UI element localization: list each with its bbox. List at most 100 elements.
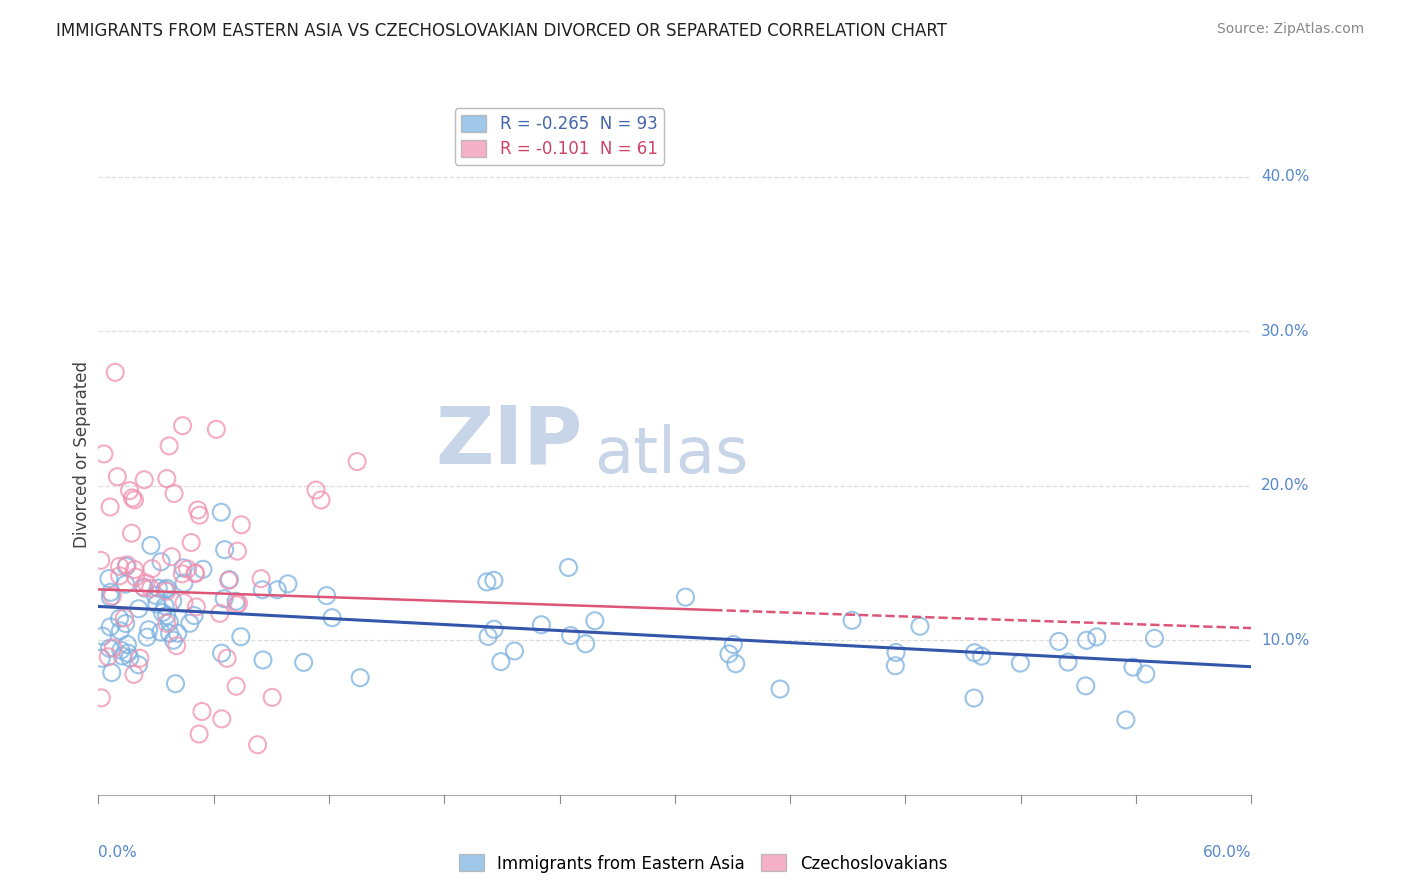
Point <box>110 643 132 657</box>
Point <box>717 647 740 661</box>
Point <box>186 599 208 614</box>
Point <box>769 681 792 696</box>
Point <box>176 562 198 576</box>
Point <box>191 562 214 576</box>
Point <box>184 566 207 581</box>
Point <box>149 625 172 640</box>
Point <box>1057 655 1080 669</box>
Point <box>162 633 184 648</box>
Point <box>118 651 141 665</box>
Text: 20.0%: 20.0% <box>1261 478 1309 493</box>
Point <box>321 610 343 624</box>
Point <box>115 558 138 572</box>
Point <box>115 559 138 574</box>
Y-axis label: Divorced or Separated: Divorced or Separated <box>73 361 91 549</box>
Point <box>127 657 149 672</box>
Point <box>112 611 135 625</box>
Point <box>963 646 986 660</box>
Point <box>100 585 122 599</box>
Point <box>121 491 143 505</box>
Point <box>98 620 121 634</box>
Point <box>98 500 121 514</box>
Point <box>104 365 127 379</box>
Point <box>114 577 136 591</box>
Point <box>166 626 188 640</box>
Point <box>159 626 181 640</box>
Point <box>475 574 498 589</box>
Point <box>135 576 157 591</box>
Point <box>173 596 195 610</box>
Point <box>90 651 112 665</box>
Point <box>114 616 136 631</box>
Text: ZIP: ZIP <box>436 402 582 480</box>
Point <box>160 549 183 564</box>
Point <box>179 616 201 631</box>
Text: 40.0%: 40.0% <box>1261 169 1309 184</box>
Point <box>1122 660 1144 674</box>
Point <box>165 676 187 690</box>
Point <box>172 561 194 575</box>
Point <box>150 555 173 569</box>
Point <box>724 657 747 671</box>
Point <box>1115 713 1137 727</box>
Text: Source: ZipAtlas.com: Source: ZipAtlas.com <box>1216 22 1364 37</box>
Point <box>110 624 132 638</box>
Text: 60.0%: 60.0% <box>1204 845 1251 860</box>
Point <box>1135 667 1157 681</box>
Point <box>143 588 166 602</box>
Point <box>1143 632 1166 646</box>
Point <box>157 615 180 630</box>
Point <box>723 638 745 652</box>
Point <box>1074 679 1097 693</box>
Point <box>305 483 328 497</box>
Point <box>90 553 112 567</box>
Point <box>134 581 156 595</box>
Point <box>157 439 180 453</box>
Text: 10.0%: 10.0% <box>1261 633 1309 648</box>
Point <box>166 639 188 653</box>
Point <box>530 617 553 632</box>
Point <box>218 573 240 587</box>
Point <box>841 613 863 627</box>
Point <box>108 611 131 625</box>
Point <box>482 574 505 588</box>
Text: 30.0%: 30.0% <box>1261 324 1309 339</box>
Point <box>118 483 141 498</box>
Point <box>180 535 202 549</box>
Point <box>482 622 505 636</box>
Point <box>124 492 146 507</box>
Point <box>246 738 269 752</box>
Point <box>218 574 240 588</box>
Point <box>97 572 120 586</box>
Point <box>214 542 236 557</box>
Point <box>124 563 146 577</box>
Point <box>262 690 284 705</box>
Point <box>138 623 160 637</box>
Point <box>156 616 179 631</box>
Point <box>315 589 337 603</box>
Point <box>309 492 332 507</box>
Point <box>103 640 125 655</box>
Point <box>132 580 155 594</box>
Point <box>503 644 526 658</box>
Point <box>252 653 274 667</box>
Point <box>152 606 174 620</box>
Point <box>139 581 162 595</box>
Point <box>292 656 315 670</box>
Point <box>208 607 231 621</box>
Point <box>575 637 598 651</box>
Point <box>128 651 150 665</box>
Point <box>489 655 512 669</box>
Point <box>90 690 112 705</box>
Point <box>963 691 986 706</box>
Point <box>121 526 143 541</box>
Point <box>156 582 179 596</box>
Point <box>583 614 606 628</box>
Point <box>101 589 124 603</box>
Text: atlas: atlas <box>595 424 748 486</box>
Point <box>108 559 131 574</box>
Point <box>122 667 145 681</box>
Legend: Immigrants from Eastern Asia, Czechoslovakians: Immigrants from Eastern Asia, Czechoslov… <box>453 847 953 880</box>
Point <box>163 486 186 500</box>
Point <box>191 705 214 719</box>
